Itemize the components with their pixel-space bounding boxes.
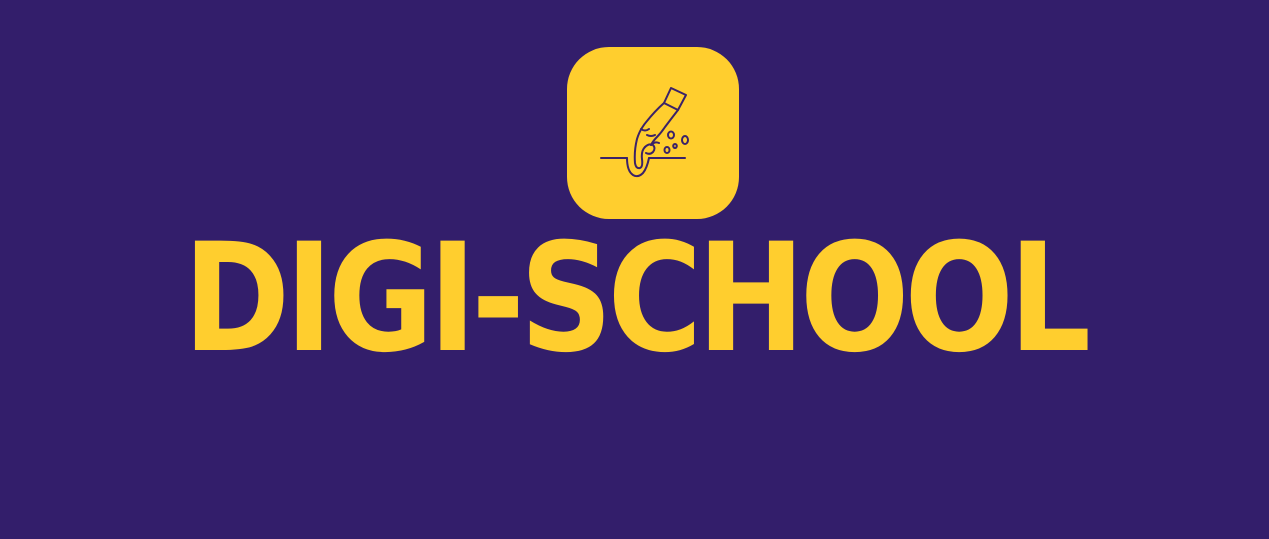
app-icon-tile bbox=[567, 47, 739, 219]
hand-planting-seed-icon bbox=[600, 87, 689, 178]
brand-name: DIGI-SCHOOL bbox=[183, 212, 1091, 386]
